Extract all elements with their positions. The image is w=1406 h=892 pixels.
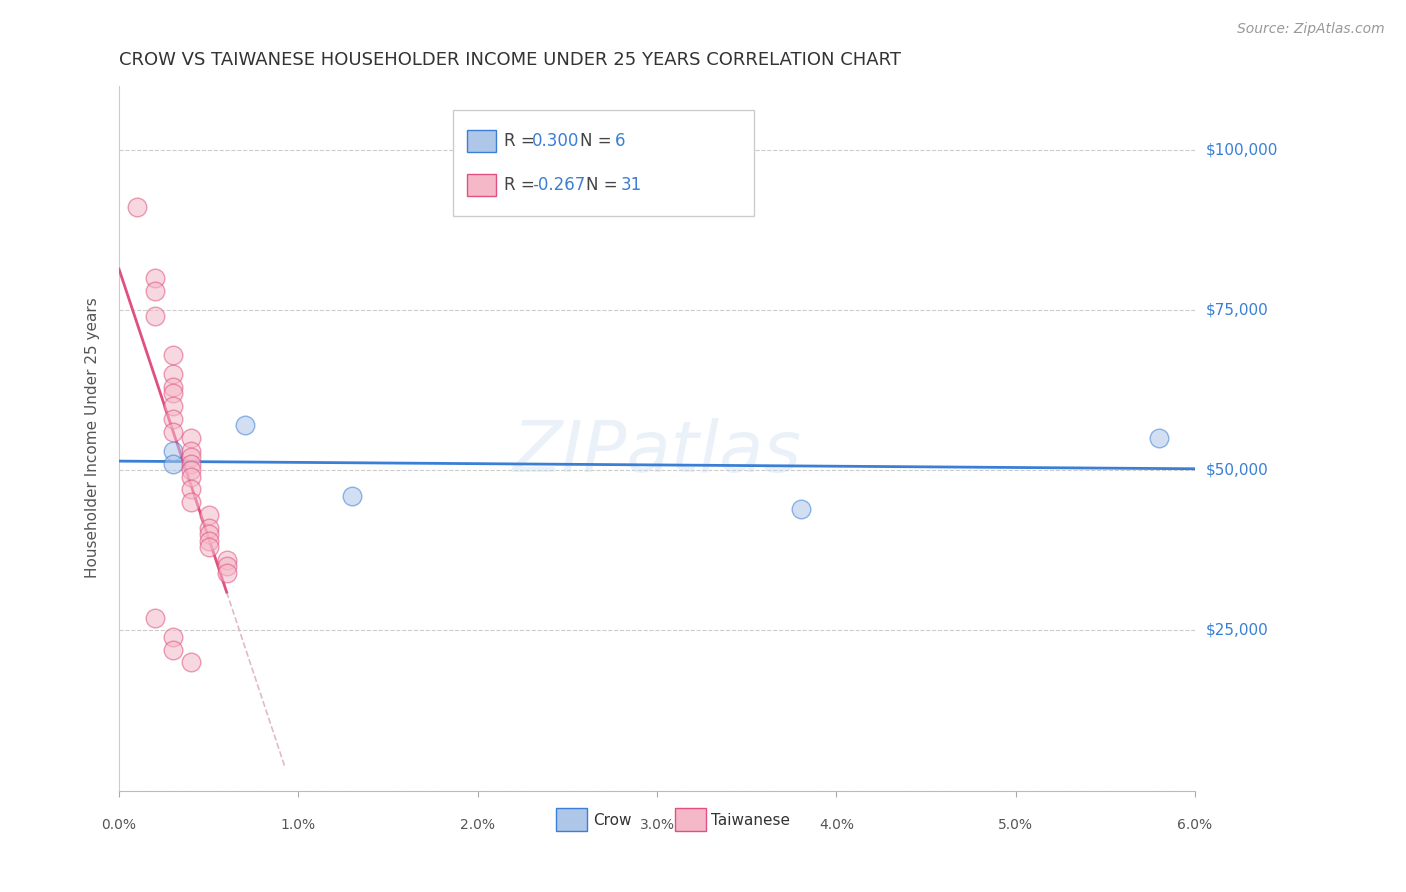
Text: $50,000: $50,000 [1206,463,1268,477]
Point [162,348,184,362]
Bar [467,174,496,195]
Point [143,270,166,285]
Point [180,457,202,471]
Text: 0.300: 0.300 [531,132,579,151]
Point [197,521,219,535]
Point [180,463,202,477]
Text: 4.0%: 4.0% [818,818,853,832]
Point [180,450,202,465]
Point [215,566,238,580]
Point [162,630,184,644]
Point [162,399,184,413]
Point [215,559,238,574]
Text: N =: N = [586,176,623,194]
Point [162,457,184,471]
Point [340,489,363,503]
Point [197,533,219,548]
Point [180,469,202,483]
Point [143,610,166,624]
Text: -0.267: -0.267 [531,176,585,194]
Point [162,642,184,657]
Text: Taiwanese: Taiwanese [711,813,790,828]
Point [180,443,202,458]
Text: 5.0%: 5.0% [998,818,1033,832]
Text: $25,000: $25,000 [1206,623,1268,638]
Point [143,284,166,298]
Text: R =: R = [505,176,540,194]
Point [162,380,184,394]
Point [162,425,184,439]
Point [125,200,148,214]
Point [162,367,184,381]
FancyBboxPatch shape [453,111,754,216]
Text: R =: R = [505,132,540,151]
Point [197,527,219,541]
Point [233,418,256,433]
Text: Crow: Crow [593,813,631,828]
Point [197,508,219,522]
Point [215,553,238,567]
Point [180,431,202,445]
Text: 3.0%: 3.0% [640,818,675,832]
Point [180,483,202,497]
Text: 0.0%: 0.0% [101,818,136,832]
Text: Source: ZipAtlas.com: Source: ZipAtlas.com [1237,22,1385,37]
Text: CROW VS TAIWANESE HOUSEHOLDER INCOME UNDER 25 YEARS CORRELATION CHART: CROW VS TAIWANESE HOUSEHOLDER INCOME UND… [120,51,901,69]
Text: 1.0%: 1.0% [281,818,316,832]
Point [789,501,811,516]
Point [180,656,202,670]
Point [143,310,166,324]
Point [162,412,184,426]
Bar [467,130,496,153]
Y-axis label: Householder Income Under 25 years: Householder Income Under 25 years [86,298,100,578]
Text: $75,000: $75,000 [1206,302,1268,318]
Text: 31: 31 [620,176,643,194]
Text: ZIPatlas: ZIPatlas [513,417,801,487]
Point [1147,431,1170,445]
Text: $100,000: $100,000 [1206,142,1278,157]
Text: N =: N = [581,132,617,151]
Text: 6.0%: 6.0% [1177,818,1212,832]
Point [197,540,219,554]
Text: 6: 6 [614,132,626,151]
Point [180,495,202,509]
Point [162,386,184,401]
Text: 2.0%: 2.0% [460,818,495,832]
Point [162,443,184,458]
